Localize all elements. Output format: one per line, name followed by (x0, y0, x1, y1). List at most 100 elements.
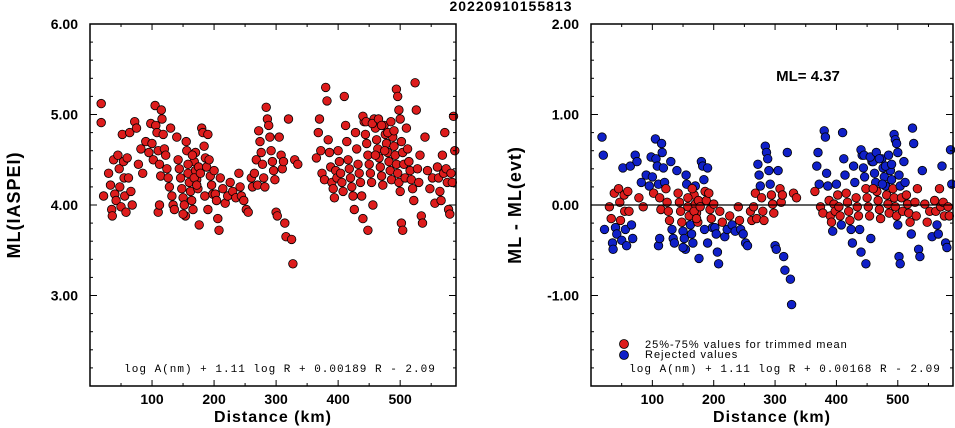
data-point (440, 127, 450, 138)
accepted-point (624, 206, 634, 217)
data-point (265, 132, 275, 142)
data-point (412, 164, 423, 174)
data-point (156, 105, 167, 115)
data-point (123, 173, 134, 183)
data-point (225, 177, 235, 188)
rejected-point (647, 172, 658, 182)
rejected-point (699, 174, 709, 185)
data-point (432, 162, 443, 172)
rejected-point (666, 156, 676, 167)
data-point (401, 123, 412, 133)
accepted-point (734, 215, 745, 226)
accepted-point (623, 186, 633, 197)
rejected-point (895, 259, 905, 269)
accepted-point (683, 193, 693, 203)
rejected-point (681, 170, 691, 180)
x-tick-label: 300 (264, 391, 288, 407)
data-point (278, 156, 289, 167)
rejected-point (848, 161, 859, 171)
rejected-point (678, 242, 688, 253)
accepted-point (717, 217, 728, 227)
data-point (188, 204, 198, 215)
rejected-point (907, 123, 918, 133)
data-point (316, 145, 326, 156)
rejected-point (866, 233, 876, 244)
accepted-point (748, 202, 759, 212)
accepted-point (725, 211, 735, 221)
data-point (402, 144, 413, 154)
data-point (328, 183, 338, 194)
data-point (404, 156, 414, 167)
data-point (98, 191, 109, 201)
rejected-point (702, 163, 713, 173)
data-point (415, 150, 425, 160)
data-point (114, 164, 124, 174)
y-tick-label: 5.00 (51, 107, 78, 123)
data-point (96, 98, 106, 109)
data-point (293, 159, 303, 170)
accepted-point (777, 190, 788, 200)
rejected-point (699, 224, 710, 235)
rejected-point (937, 161, 947, 171)
y-tick-label: 0.00 (552, 197, 579, 213)
data-point (131, 123, 142, 133)
rejected-point (874, 154, 885, 164)
data-point (179, 200, 190, 210)
accepted-point (655, 193, 665, 203)
accepted-point (634, 193, 644, 203)
data-point (333, 145, 343, 156)
data-point (323, 135, 333, 145)
data-point (286, 234, 297, 245)
data-point (204, 155, 214, 165)
accepted-point (911, 211, 921, 221)
data-point (119, 191, 130, 201)
data-point (389, 126, 399, 136)
rejected-point (831, 179, 842, 189)
legend-rejected-label: Rejected values (645, 349, 738, 361)
rejected-point (813, 147, 823, 158)
legend: 25%-75% values for trimmed mean Rejected… (619, 339, 847, 361)
data-point (209, 165, 219, 176)
rejected-point (909, 138, 919, 149)
data-point (376, 120, 387, 131)
data-point (239, 195, 249, 206)
accepted-point (934, 183, 945, 194)
rejected-point (773, 165, 783, 176)
data-point (352, 144, 362, 154)
data-point (334, 156, 345, 167)
data-point (380, 145, 390, 156)
accepted-point (943, 202, 953, 212)
rejected-point (712, 247, 723, 257)
left-y-axis-label: ML(IASPEI) (4, 152, 24, 259)
right-y-axis-label: ML - ML(evt) (505, 146, 525, 264)
data-point (234, 168, 244, 179)
data-point (362, 138, 372, 149)
data-point (218, 183, 228, 194)
rejected-point (837, 127, 848, 138)
rejected-point (628, 233, 638, 244)
data-point (203, 129, 213, 140)
rejected-point (672, 165, 682, 176)
rejected-point (657, 147, 667, 158)
data-point (398, 225, 408, 236)
data-point (158, 129, 168, 140)
y-tick-label: 6.00 (51, 16, 78, 32)
accepted-point (920, 199, 930, 209)
data-point (267, 156, 278, 167)
legend-rejected-marker (619, 350, 629, 360)
data-point (181, 136, 191, 147)
data-point (195, 168, 206, 179)
rejected-point (626, 220, 637, 230)
data-point (206, 180, 217, 190)
data-point (349, 204, 360, 215)
left-plot-frame (89, 23, 457, 387)
accepted-point (862, 193, 872, 203)
accepted-point (691, 213, 702, 224)
data-point (357, 191, 367, 201)
rejected-point (621, 240, 632, 251)
data-point (164, 182, 175, 192)
data-point (311, 153, 322, 163)
rejected-point (753, 159, 763, 170)
rejected-point (655, 233, 665, 244)
data-point (256, 147, 266, 158)
